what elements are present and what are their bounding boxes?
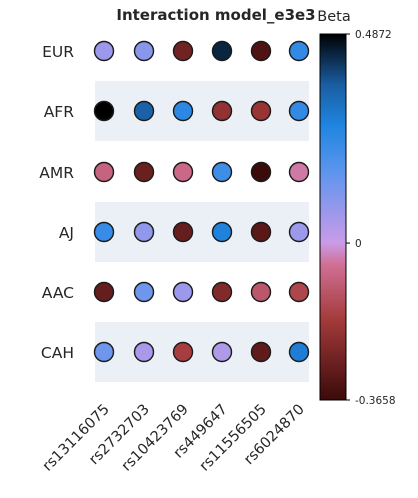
marker-aj-rs11556505 <box>250 221 272 243</box>
marker-afr-rs13116075 <box>93 100 115 122</box>
marker-aac-rs449647 <box>211 281 233 303</box>
marker-afr-rs6024870 <box>288 100 310 122</box>
y-axis-labels: EUR AFR AMR AJ AAC CAH <box>39 43 74 362</box>
marker-eur-rs6024870 <box>288 40 310 62</box>
y-tick-label: AMR <box>39 164 74 182</box>
marker-amr-rs2732703 <box>133 161 155 183</box>
marker-eur-rs2732703 <box>133 40 155 62</box>
marker-cah-rs2732703 <box>133 341 155 363</box>
marker-aj-rs6024870 <box>288 221 310 243</box>
colorbar-tick-label: 0 <box>355 238 362 250</box>
marker-afr-rs11556505 <box>250 100 272 122</box>
marker-cah-rs10423769 <box>172 341 194 363</box>
markers <box>93 40 310 363</box>
y-tick-label: AFR <box>44 103 75 121</box>
marker-aac-rs13116075 <box>93 281 115 303</box>
marker-aac-rs11556505 <box>250 281 272 303</box>
marker-aac-rs2732703 <box>133 281 155 303</box>
y-tick-label: AJ <box>59 224 74 242</box>
y-tick-label: CAH <box>41 344 74 362</box>
marker-eur-rs13116075 <box>93 40 115 62</box>
marker-eur-rs11556505 <box>250 40 272 62</box>
marker-amr-rs449647 <box>211 161 233 183</box>
marker-aj-rs13116075 <box>93 221 115 243</box>
colorbar <box>319 33 347 401</box>
marker-aac-rs6024870 <box>288 281 310 303</box>
colorbar-tick-label: -0.3658 <box>355 395 396 407</box>
marker-eur-rs10423769 <box>172 40 194 62</box>
colorbar-ticks: 0.4872 0 -0.3658 <box>346 29 396 407</box>
marker-amr-rs11556505 <box>250 161 272 183</box>
row-bands <box>95 81 309 382</box>
x-axis-labels: rs13116075rs2732703rs10423769rs449647rs1… <box>40 402 308 475</box>
row-band-aj <box>95 202 309 262</box>
marker-amr-rs6024870 <box>288 161 310 183</box>
marker-cah-rs449647 <box>211 341 233 363</box>
marker-afr-rs2732703 <box>133 100 155 122</box>
marker-afr-rs10423769 <box>172 100 194 122</box>
marker-cah-rs11556505 <box>250 341 272 363</box>
marker-eur-rs449647 <box>211 40 233 62</box>
marker-cah-rs13116075 <box>93 341 115 363</box>
marker-amr-rs10423769 <box>172 161 194 183</box>
marker-aj-rs2732703 <box>133 221 155 243</box>
marker-cah-rs6024870 <box>288 341 310 363</box>
marker-afr-rs449647 <box>211 100 233 122</box>
row-band-cah <box>95 322 309 382</box>
colorbar-tick-label: 0.4872 <box>355 29 392 41</box>
y-tick-label: AAC <box>42 284 74 302</box>
marker-aac-rs10423769 <box>172 281 194 303</box>
colorbar-title: Beta <box>317 9 350 25</box>
marker-amr-rs13116075 <box>93 161 115 183</box>
row-band-afr <box>95 81 309 141</box>
chart-title: Interaction model_e3e3 <box>116 6 315 24</box>
marker-aj-rs449647 <box>211 221 233 243</box>
marker-aj-rs10423769 <box>172 221 194 243</box>
y-tick-label: EUR <box>42 43 74 61</box>
